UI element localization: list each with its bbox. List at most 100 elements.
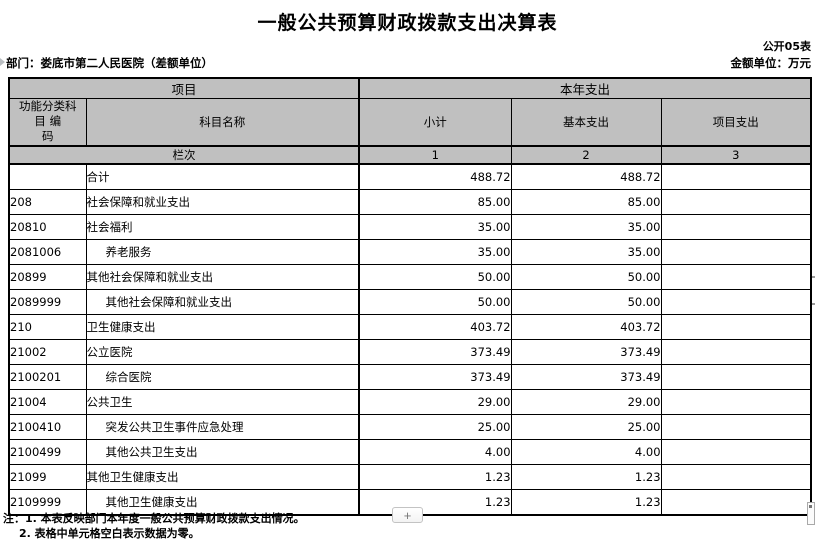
header-code-line1: 功能分类科 bbox=[19, 99, 77, 113]
row-basic-expenditure: 50.00 bbox=[510, 264, 662, 290]
row-subtotal: 4.00 bbox=[358, 439, 512, 465]
header-code-line2: 目 编 bbox=[34, 114, 62, 128]
row-subject-name: 综合医院 bbox=[85, 364, 360, 390]
header-subject-name: 科目名称 bbox=[85, 98, 360, 147]
row-code: 2109999 bbox=[8, 489, 87, 516]
row-subject-name: 卫生健康支出 bbox=[85, 314, 360, 340]
row-basic-expenditure: 85.00 bbox=[510, 189, 662, 215]
row-subject-name: 其他公共卫生支出 bbox=[85, 439, 360, 465]
edge-button-fragment-icon bbox=[807, 502, 815, 525]
table-row: 2089999 其他社会保障和就业支出 50.00 50.00 bbox=[8, 289, 812, 315]
header-year-expenditure-group: 本年支出 bbox=[358, 77, 812, 99]
row-code: 20899 bbox=[8, 264, 87, 290]
row-subtotal: 25.00 bbox=[358, 414, 512, 440]
header-project-group: 项目 bbox=[8, 77, 360, 99]
row-basic-expenditure: 488.72 bbox=[510, 163, 662, 190]
header-project-expenditure: 项目支出 bbox=[660, 98, 812, 147]
row-basic-expenditure: 25.00 bbox=[510, 414, 662, 440]
row-project-expenditure bbox=[660, 189, 812, 215]
row-project-expenditure bbox=[660, 389, 812, 415]
row-project-expenditure bbox=[660, 339, 812, 365]
row-code: 21002 bbox=[8, 339, 87, 365]
lane-1: 1 bbox=[358, 145, 512, 165]
lane-label: 栏次 bbox=[8, 145, 360, 165]
table-row: 20899 其他社会保障和就业支出 50.00 50.00 bbox=[8, 264, 812, 290]
row-subject-name: 其他卫生健康支出 bbox=[85, 464, 360, 490]
row-basic-expenditure: 373.49 bbox=[510, 364, 662, 390]
table-row: 2100201 综合医院 373.49 373.49 bbox=[8, 364, 812, 390]
row-subtotal: 35.00 bbox=[358, 239, 512, 265]
row-subject-name: 其他社会保障和就业支出 bbox=[85, 264, 360, 290]
row-code: 2100499 bbox=[8, 439, 87, 465]
scrollbar-fragment-icon bbox=[812, 303, 815, 305]
row-subtotal: 1.23 bbox=[358, 489, 512, 516]
row-subtotal: 488.72 bbox=[358, 163, 512, 190]
table-row: 20810 社会福利 35.00 35.00 bbox=[8, 214, 812, 240]
table-row: 2081006 养老服务 35.00 35.00 bbox=[8, 239, 812, 265]
lane-2: 2 bbox=[510, 145, 662, 165]
table-row: 合计 488.72 488.72 bbox=[8, 163, 812, 190]
row-basic-expenditure: 4.00 bbox=[510, 439, 662, 465]
row-code: 208 bbox=[8, 189, 87, 215]
row-basic-expenditure: 35.00 bbox=[510, 214, 662, 240]
row-basic-expenditure: 373.49 bbox=[510, 339, 662, 365]
row-basic-expenditure: 403.72 bbox=[510, 314, 662, 340]
header-subtotal: 小计 bbox=[358, 98, 512, 147]
row-project-expenditure bbox=[660, 214, 812, 240]
row-subject-name: 社会保障和就业支出 bbox=[85, 189, 360, 215]
budget-expenditure-table: 项目 本年支出 功能分类科 目 编 码 科目名称 小计 基本支出 项目支出 栏次… bbox=[8, 77, 813, 516]
lane-3: 3 bbox=[660, 145, 812, 165]
row-project-expenditure bbox=[660, 364, 812, 390]
row-subject-name: 公共卫生 bbox=[85, 389, 360, 415]
row-basic-expenditure: 50.00 bbox=[510, 289, 662, 315]
row-code: 20810 bbox=[8, 214, 87, 240]
row-subtotal: 403.72 bbox=[358, 314, 512, 340]
row-project-expenditure bbox=[660, 439, 812, 465]
unit-label: 金额单位：万元 bbox=[730, 56, 812, 70]
header-basic-expenditure: 基本支出 bbox=[510, 98, 662, 147]
table-row: 210 卫生健康支出 403.72 403.72 bbox=[8, 314, 812, 340]
table-row: 21004 公共卫生 29.00 29.00 bbox=[8, 389, 812, 415]
meta-row: 部门：娄底市第二人民医院（差额单位） 金额单位：万元 bbox=[6, 55, 811, 71]
row-subtotal: 50.00 bbox=[358, 289, 512, 315]
row-basic-expenditure: 29.00 bbox=[510, 389, 662, 415]
row-code: 21099 bbox=[8, 464, 87, 490]
row-code: 2100410 bbox=[8, 414, 87, 440]
table-row: 2100410 突发公共卫生事件应急处理 25.00 25.00 bbox=[8, 414, 812, 440]
row-subtotal: 35.00 bbox=[358, 214, 512, 240]
table-code-label: 公开05表 bbox=[762, 40, 811, 53]
row-subject-name: 合计 bbox=[85, 163, 360, 190]
row-project-expenditure bbox=[660, 289, 812, 315]
table-row: 208 社会保障和就业支出 85.00 85.00 bbox=[8, 189, 812, 215]
table-body: 合计 488.72 488.72 208 社会保障和就业支出 85.00 85.00 2081… bbox=[8, 163, 812, 516]
row-subtotal: 373.49 bbox=[358, 339, 512, 365]
row-code bbox=[8, 163, 87, 190]
header-group-row: 项目 本年支出 bbox=[8, 77, 812, 99]
header-lanes-row: 栏次 1 2 3 bbox=[8, 145, 812, 165]
row-subtotal: 1.23 bbox=[358, 464, 512, 490]
row-project-expenditure bbox=[660, 314, 812, 340]
row-project-expenditure bbox=[660, 163, 812, 190]
row-basic-expenditure: 1.23 bbox=[510, 464, 662, 490]
row-project-expenditure bbox=[660, 239, 812, 265]
row-project-expenditure bbox=[660, 464, 812, 490]
row-project-expenditure bbox=[660, 414, 812, 440]
row-subject-name: 养老服务 bbox=[85, 239, 360, 265]
row-code: 2081006 bbox=[8, 239, 87, 265]
department-label: 部门：娄底市第二人民医院（差额单位） bbox=[6, 56, 213, 70]
row-subject-name: 突发公共卫生事件应急处理 bbox=[85, 414, 360, 440]
zoom-in-button[interactable]: + bbox=[392, 507, 423, 523]
row-basic-expenditure: 1.23 bbox=[510, 489, 662, 516]
table-row: 21002 公立医院 373.49 373.49 bbox=[8, 339, 812, 365]
table-row: 2109999 其他卫生健康支出 1.23 1.23 bbox=[8, 489, 812, 516]
row-code: 2089999 bbox=[8, 289, 87, 315]
table-row: 21099 其他卫生健康支出 1.23 1.23 bbox=[8, 464, 812, 490]
row-subtotal: 50.00 bbox=[358, 264, 512, 290]
header-code-column: 功能分类科 目 编 码 bbox=[8, 98, 87, 147]
table-row: 2100499 其他公共卫生支出 4.00 4.00 bbox=[8, 439, 812, 465]
header-columns-row: 功能分类科 目 编 码 科目名称 小计 基本支出 项目支出 bbox=[8, 98, 812, 147]
row-project-expenditure bbox=[660, 264, 812, 290]
row-subtotal: 373.49 bbox=[358, 364, 512, 390]
cursor-artifact-icon bbox=[0, 58, 5, 66]
